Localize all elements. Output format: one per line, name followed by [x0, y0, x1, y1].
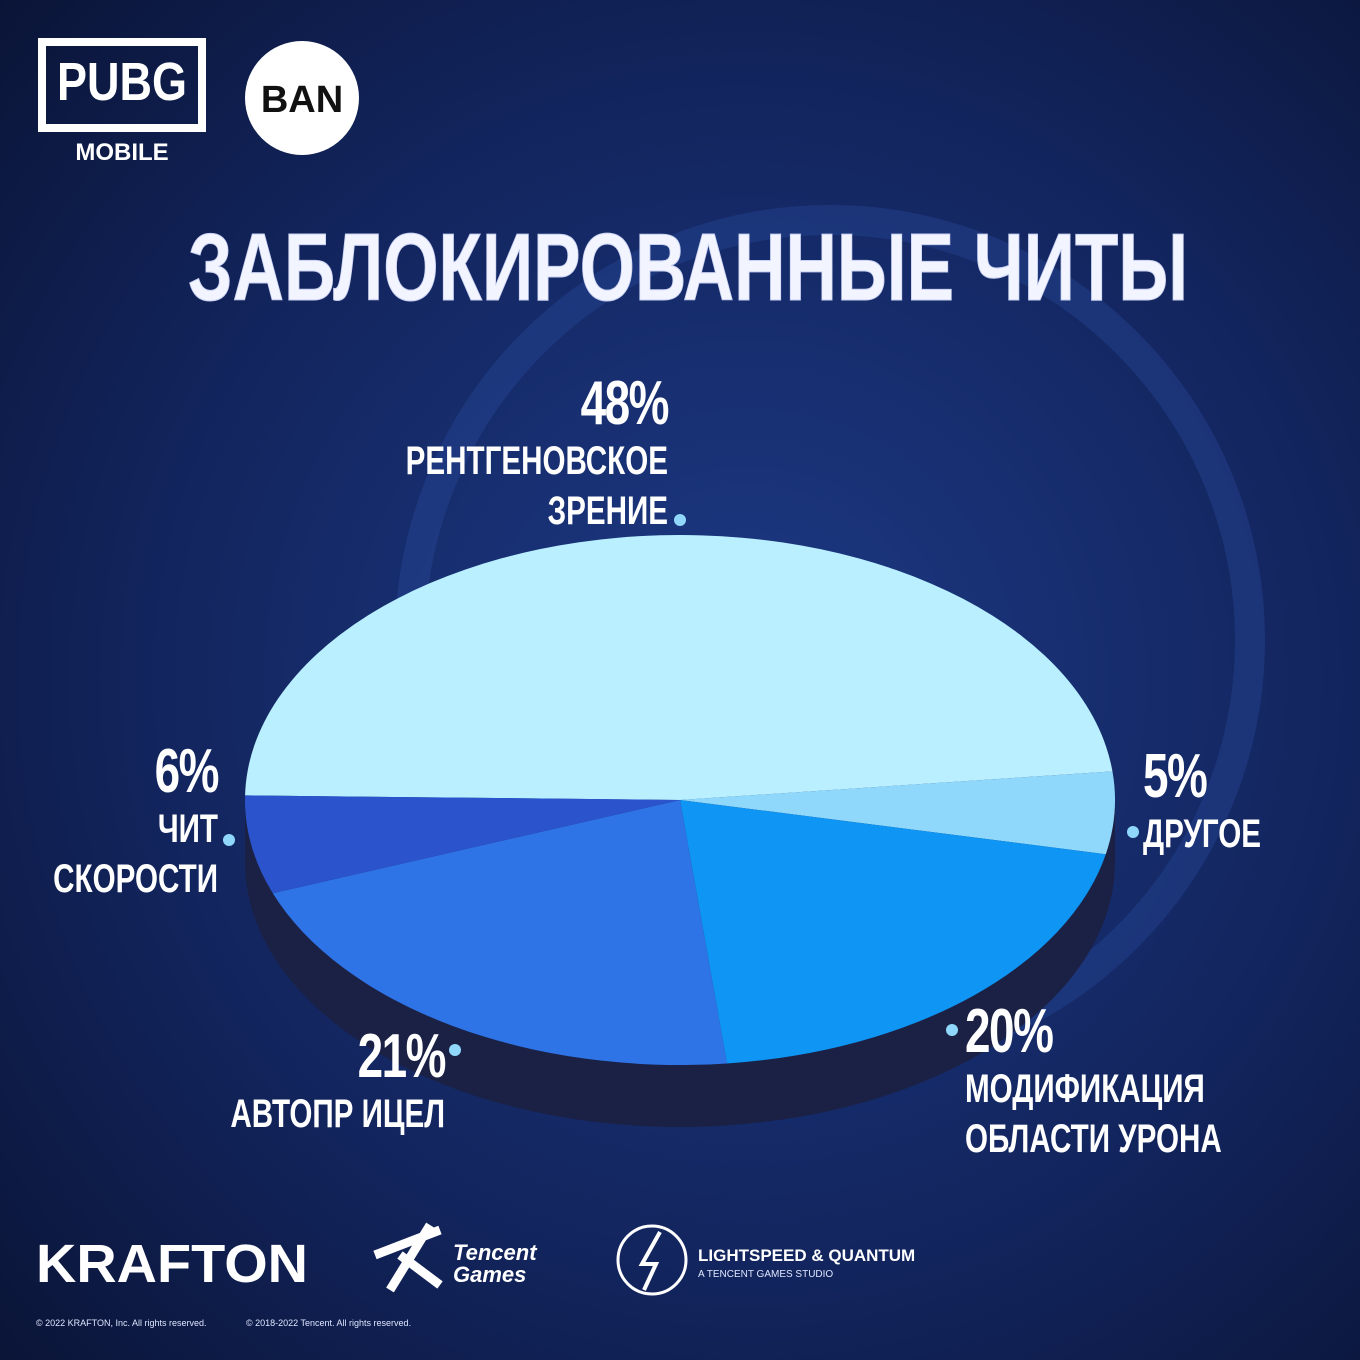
tencent-games: Games	[453, 1262, 526, 1287]
category-label: МОДИФИКАЦИЯ ОБЛАСТИ УРОНА	[965, 1067, 1222, 1161]
lightspeed-studio: A TENCENT GAMES STUDIO	[698, 1269, 833, 1280]
krafton-logo: KRAFTON	[36, 1234, 308, 1294]
data-label: 20% МОДИФИКАЦИЯ ОБЛАСТИ УРОНА	[965, 1000, 1276, 1164]
lightspeed-icon	[616, 1224, 688, 1296]
pie-slice	[272, 800, 727, 1065]
ban-badge	[245, 41, 359, 155]
category-label: РЕНТГЕНОВСКОЕ ЗРЕНИЕ	[405, 439, 668, 533]
value-label: 20%	[965, 997, 1054, 1066]
data-label: 5% ДРУГОЕ	[1143, 745, 1360, 859]
ban-logo: BAN	[261, 79, 343, 121]
value-label: 48%	[580, 369, 670, 438]
pie-slice	[680, 771, 1115, 855]
lightspeed-bolt	[638, 1231, 662, 1291]
pie-slice	[245, 534, 1113, 800]
pubg-logo: PUBG	[57, 52, 187, 112]
chart-title: ЗАБЛОКИРОВАННЫЕ ЧИТЫ	[188, 214, 1188, 321]
category-label: ЧИТ СКОРОСТИ	[53, 807, 218, 901]
value-label: 21%	[357, 1022, 447, 1091]
lightspeed-logo: LIGHTSPEED & QUANTUM	[698, 1246, 915, 1265]
pubg-frame	[38, 38, 206, 132]
value-label: 6%	[154, 737, 220, 806]
label-dot	[946, 1024, 958, 1036]
label-dot	[1127, 826, 1139, 838]
data-label: 21% АВТОПР ИЦЕЛ	[134, 1022, 447, 1139]
copyright: © 2018-2022 Tencent. All rights reserved…	[246, 1318, 411, 1328]
label-dot	[223, 834, 235, 846]
copyright: © 2022 KRAFTON, Inc. All rights reserved…	[36, 1318, 207, 1328]
label-dot	[449, 1044, 461, 1056]
tencent-logo: Tencent	[453, 1240, 538, 1265]
pubg-mobile: MOBILE	[75, 139, 168, 166]
data-label: 48% РЕНТГЕНОВСКОЕ ЗРЕНИЕ	[357, 369, 670, 536]
pie-slice	[680, 800, 1106, 1064]
value-label: 5%	[1143, 742, 1208, 811]
pie-slice	[245, 795, 680, 894]
tencent-icon	[373, 1222, 443, 1293]
category-label: ДРУГОЕ	[1143, 812, 1262, 856]
label-dot	[674, 514, 686, 526]
category-label: АВТОПР ИЦЕЛ	[230, 1092, 445, 1136]
data-label: 6% ЧИТ СКОРОСТИ	[26, 737, 220, 904]
